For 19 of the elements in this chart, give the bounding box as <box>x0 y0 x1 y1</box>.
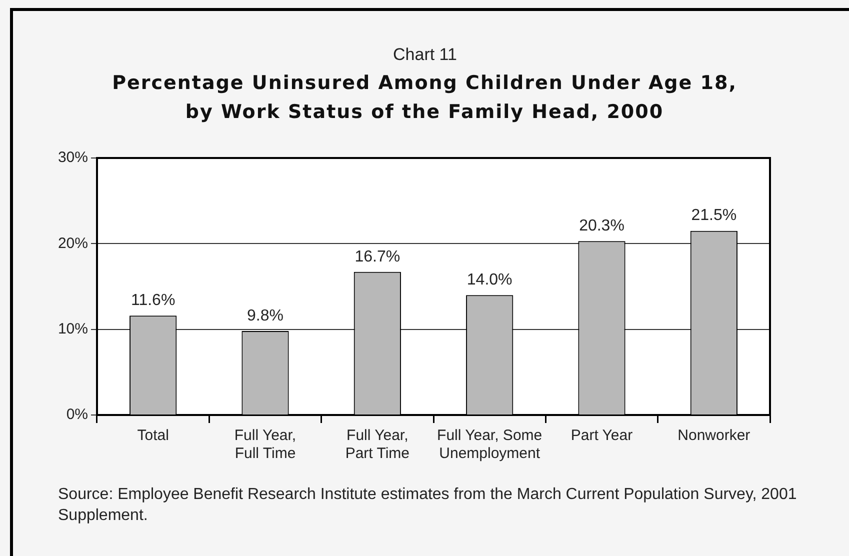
data-label: 11.6% <box>130 292 176 310</box>
x-tick-label: Full Year, Part Time <box>345 427 410 462</box>
x-tick-label: Part Year <box>570 427 633 444</box>
x-tick-label: Total <box>137 427 169 444</box>
data-label: 9.8% <box>247 307 284 324</box>
y-tick-label: 30% <box>58 149 88 166</box>
x-tick-label: Full Year, Some Unemployment <box>437 427 542 462</box>
source-note: Source: Employee Benefit Research Institute estimates from the March Current Population Survey, 2001 Supplement. <box>58 485 798 526</box>
x-tick-label: Full Year, Full Time <box>234 427 296 462</box>
data-label: 16.7% <box>354 248 400 266</box>
y-tick-label: 0% <box>66 406 88 424</box>
data-label: 14.0% <box>466 271 512 288</box>
chart-title: Chart 11 <box>392 45 458 65</box>
x-tick-label: Nonworker <box>678 427 750 444</box>
y-tick-label: 20% <box>58 234 88 252</box>
chart-subtitle: Percentage Uninsured Among Children Under Age 18, by Work Status of the Family Head, 2000 <box>111 71 738 125</box>
data-label: 21.5% <box>691 207 737 224</box>
y-tick-label: 10% <box>58 320 88 338</box>
data-label: 20.3% <box>579 218 624 235</box>
